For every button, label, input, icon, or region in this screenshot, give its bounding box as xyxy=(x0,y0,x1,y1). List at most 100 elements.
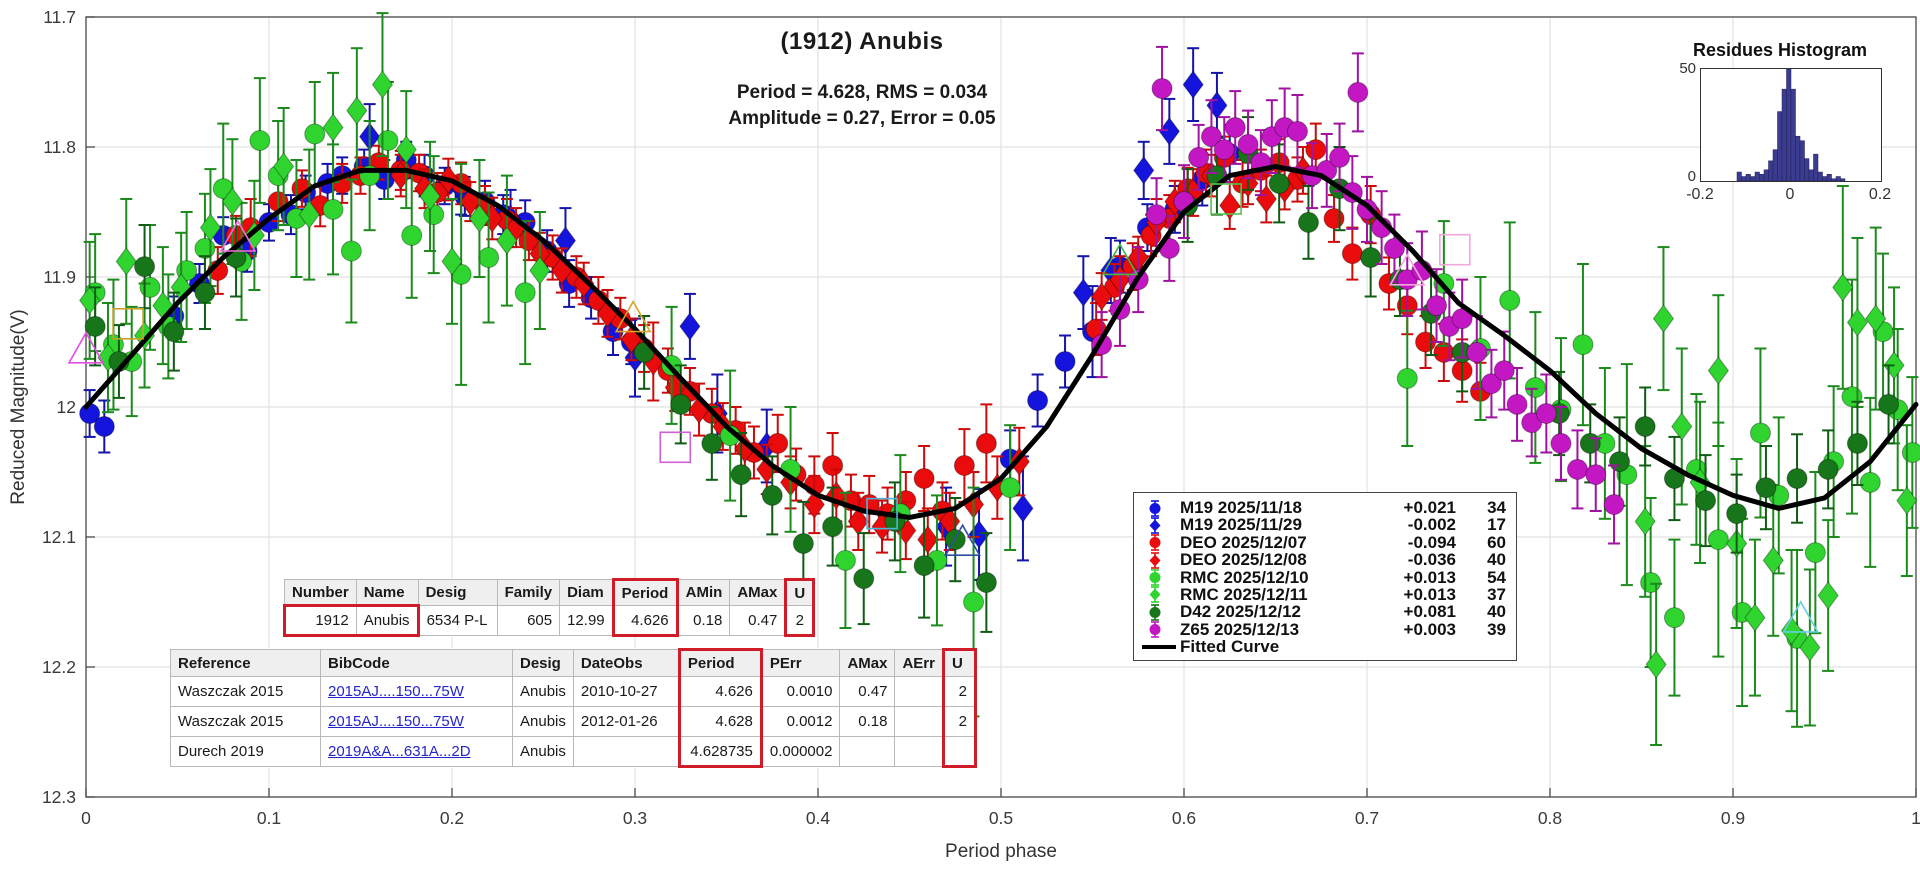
table-cell: 2015AJ....150...75W xyxy=(320,706,513,737)
histogram-ymin-label: 0 xyxy=(1687,168,1696,185)
table-cell: 0.18 xyxy=(676,605,731,636)
circle-marker-icon xyxy=(1149,534,1161,552)
legend-count: 40 xyxy=(1487,550,1506,570)
table-cell: 6534 P-L xyxy=(417,605,498,636)
open-square-marker xyxy=(659,431,692,464)
series-RMC-2025-12-11 xyxy=(79,12,1918,746)
histogram-bar xyxy=(1736,171,1742,181)
legend-count: 34 xyxy=(1487,498,1506,517)
table-cell: 2015AJ....150...75W xyxy=(320,676,513,707)
legend-count: 40 xyxy=(1487,602,1506,622)
histogram-box xyxy=(1700,68,1882,182)
y-tick-label: 11.8 xyxy=(43,137,76,157)
diamond-marker-icon xyxy=(1149,586,1161,604)
x-tick-label: 1 xyxy=(1911,808,1920,828)
table-cell: 2 xyxy=(784,605,816,637)
legend-row: M19 2025/11/29 -0.002 17 xyxy=(1142,515,1506,535)
legend-row: Z65 2025/12/13 +0.003 39 xyxy=(1142,620,1506,639)
table-cell: Durech 2019 xyxy=(170,736,321,767)
column-header: PErr xyxy=(760,649,841,677)
histogram-xtick-pos: 0.2 xyxy=(1868,186,1892,203)
legend: M19 2025/11/18 +0.021 34 M19 2025/11/29 -0.0… xyxy=(1133,492,1517,661)
x-tick-label: 0.7 xyxy=(1355,808,1379,828)
histogram-bar xyxy=(1840,178,1846,181)
legend-offset: -0.036 xyxy=(1407,550,1456,570)
histogram-bar xyxy=(1795,135,1801,181)
table-cell: Anubis xyxy=(512,736,574,767)
circle-marker-icon xyxy=(1149,499,1161,517)
asteroid-summary-table: Number Name Desig Family Diam Period AMin AMax U… xyxy=(283,578,816,637)
table-cell: 2010-10-27 xyxy=(572,676,680,707)
table-cell xyxy=(839,736,896,767)
y-tick-label: 12.2 xyxy=(42,657,76,677)
chart-subtitle-amplitude: Amplitude = 0.27, Error = 0.05 xyxy=(728,108,996,129)
histogram-bar xyxy=(1781,88,1787,181)
bibcode-link[interactable]: 2015AJ....150...75W xyxy=(328,713,464,730)
open-triangle-marker xyxy=(1388,253,1426,286)
table-cell xyxy=(894,706,944,737)
table-row: Durech 2019 2019A&A...631A...2D Anubis 4.62… xyxy=(170,736,977,768)
table-cell: 4.626 xyxy=(677,676,763,707)
open-square-marker xyxy=(112,307,144,340)
fitted-curve xyxy=(83,163,1919,521)
histogram-bar xyxy=(1826,174,1832,181)
histogram-bar xyxy=(1750,176,1756,181)
legend-label: D42 2025/12/12 xyxy=(1180,602,1301,622)
bibcode-link[interactable]: 2019A&A...631A...2D xyxy=(328,743,471,760)
table-cell: 2012-01-26 xyxy=(572,706,680,737)
column-header: AMin xyxy=(676,579,731,606)
table-cell: 0.0012 xyxy=(760,706,841,737)
legend-offset: -0.002 xyxy=(1407,515,1456,535)
x-tick-label: 0.8 xyxy=(1538,808,1562,828)
diamond-marker-icon xyxy=(1149,551,1161,569)
x-tick-label: 0.3 xyxy=(623,808,647,828)
legend-row: M19 2025/11/18 +0.021 34 xyxy=(1142,498,1506,517)
legend-count: 54 xyxy=(1487,567,1506,587)
bibcode-link[interactable]: 2015AJ....150...75W xyxy=(328,683,464,700)
histogram-bar xyxy=(1745,174,1751,181)
title-block: (1912) Anubis Period = 4.628, RMS = 0.03… xyxy=(462,28,1262,130)
histogram-bar xyxy=(1813,153,1819,181)
table-row: 1912 Anubis 6534 P-L 605 12.99 4.626 0.18 0.47 2 xyxy=(283,604,816,637)
x-tick-label: 0.6 xyxy=(1172,808,1196,828)
table-cell: 2019A&A...631A...2D xyxy=(320,736,513,767)
histogram-bar xyxy=(1759,174,1765,181)
x-tick-label: 0.9 xyxy=(1721,808,1745,828)
legend-label: DEO 2025/12/07 xyxy=(1180,532,1307,552)
residues-histogram: Residues Histogram 50 0 -0.2 0 0.2 xyxy=(1652,40,1908,222)
legend-offset: +0.013 xyxy=(1403,584,1456,604)
x-tick-label: 0.2 xyxy=(440,808,464,828)
y-axis-label: Reduced Magnitude(V) xyxy=(8,309,29,504)
histogram-bar xyxy=(1808,169,1814,181)
diamond-marker-icon xyxy=(1149,517,1161,534)
x-tick-label: 0.4 xyxy=(806,808,831,828)
legend-row: DEO 2025/12/07 -0.094 60 xyxy=(1142,532,1506,552)
circle-marker-icon xyxy=(1149,604,1161,621)
legend-count: 60 xyxy=(1487,532,1506,552)
x-axis-label: Period phase xyxy=(945,841,1057,862)
chart-title: (1912) Anubis xyxy=(780,28,944,55)
legend-offset: +0.021 xyxy=(1403,498,1456,517)
legend-offset: -0.094 xyxy=(1407,532,1456,552)
column-header: Period xyxy=(677,648,763,677)
histogram-bar xyxy=(1763,169,1769,181)
table-cell: 0.0010 xyxy=(760,676,841,707)
table-cell: Waszczak 2015 xyxy=(170,676,321,707)
x-tick-label: 0 xyxy=(81,808,91,828)
legend-row: RMC 2025/12/11 +0.013 37 xyxy=(1142,584,1506,604)
table-cell xyxy=(941,736,977,768)
x-tick-label: 0.1 xyxy=(257,808,281,828)
legend-count: 37 xyxy=(1487,584,1506,604)
open-triangle-marker xyxy=(1782,600,1820,633)
histogram-xtick-neg: -0.2 xyxy=(1686,186,1714,203)
column-header: DateObs xyxy=(572,649,680,677)
histogram-bar xyxy=(1772,149,1778,181)
table-cell: 4.628 xyxy=(677,706,763,737)
table-cell: Anubis xyxy=(512,676,574,707)
histogram-bar xyxy=(1786,69,1792,181)
histogram-bar xyxy=(1804,158,1810,181)
column-header: BibCode xyxy=(320,649,513,677)
table-cell xyxy=(894,736,944,767)
histogram-bars xyxy=(1736,69,1846,181)
